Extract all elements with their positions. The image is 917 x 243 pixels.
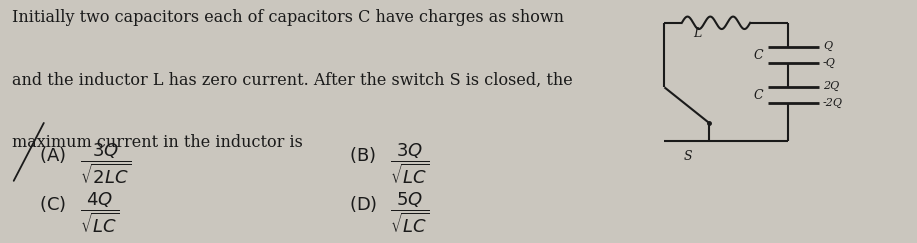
- Text: L: L: [693, 27, 702, 40]
- Text: Q: Q: [823, 41, 833, 51]
- Text: $\dfrac{3Q}{\sqrt{2LC}}$: $\dfrac{3Q}{\sqrt{2LC}}$: [81, 141, 131, 186]
- Text: $\dfrac{5Q}{\sqrt{LC}}$: $\dfrac{5Q}{\sqrt{LC}}$: [390, 190, 430, 234]
- Text: $\mathrm{(C)}$: $\mathrm{(C)}$: [39, 194, 66, 214]
- Text: C: C: [753, 49, 763, 61]
- Text: $\mathrm{(B)}$: $\mathrm{(B)}$: [349, 145, 376, 165]
- Text: Initially two capacitors each of capacitors C have charges as shown: Initially two capacitors each of capacit…: [12, 9, 564, 26]
- Text: S: S: [684, 150, 692, 163]
- Text: -Q: -Q: [823, 58, 836, 68]
- Text: 2Q: 2Q: [823, 81, 839, 91]
- Text: $\dfrac{3Q}{\sqrt{LC}}$: $\dfrac{3Q}{\sqrt{LC}}$: [390, 141, 430, 186]
- Text: maximum current in the inductor is: maximum current in the inductor is: [12, 134, 303, 151]
- Text: C: C: [753, 89, 763, 102]
- Text: -2Q: -2Q: [823, 98, 843, 108]
- Text: $\mathrm{(D)}$: $\mathrm{(D)}$: [349, 194, 378, 214]
- Text: $\mathrm{(A)}$: $\mathrm{(A)}$: [39, 145, 66, 165]
- Text: $\dfrac{4Q}{\sqrt{LC}}$: $\dfrac{4Q}{\sqrt{LC}}$: [81, 190, 120, 234]
- Text: and the inductor L has zero current. After the switch S is closed, the: and the inductor L has zero current. Aft…: [12, 72, 572, 89]
